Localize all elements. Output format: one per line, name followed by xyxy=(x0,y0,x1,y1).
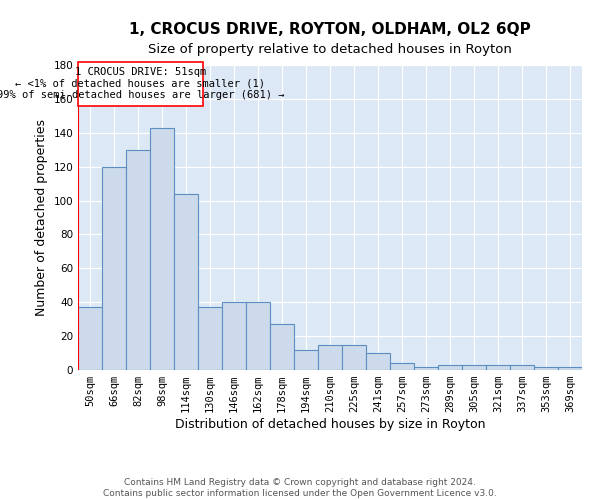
Bar xyxy=(486,365,510,370)
Bar xyxy=(174,194,198,370)
Bar xyxy=(78,308,102,370)
Bar xyxy=(366,353,390,370)
Bar xyxy=(246,302,270,370)
Bar xyxy=(390,363,414,370)
Bar xyxy=(438,365,462,370)
Bar xyxy=(222,302,246,370)
Bar xyxy=(510,365,534,370)
Bar xyxy=(558,366,582,370)
X-axis label: Distribution of detached houses by size in Royton: Distribution of detached houses by size … xyxy=(175,418,485,431)
Text: 1 CROCUS DRIVE: 51sqm
← <1% of detached houses are smaller (1)
99% of semi-detac: 1 CROCUS DRIVE: 51sqm ← <1% of detached … xyxy=(0,67,284,100)
Bar xyxy=(318,344,342,370)
Bar xyxy=(126,150,150,370)
Text: 1, CROCUS DRIVE, ROYTON, OLDHAM, OL2 6QP: 1, CROCUS DRIVE, ROYTON, OLDHAM, OL2 6QP xyxy=(129,22,531,38)
Bar xyxy=(342,344,366,370)
Bar xyxy=(414,366,438,370)
Bar xyxy=(294,350,318,370)
Bar xyxy=(198,308,222,370)
Text: Contains HM Land Registry data © Crown copyright and database right 2024.
Contai: Contains HM Land Registry data © Crown c… xyxy=(103,478,497,498)
Bar xyxy=(102,166,126,370)
Bar xyxy=(534,366,558,370)
Bar xyxy=(270,324,294,370)
Text: Size of property relative to detached houses in Royton: Size of property relative to detached ho… xyxy=(148,42,512,56)
FancyBboxPatch shape xyxy=(78,62,203,106)
Bar xyxy=(150,128,174,370)
Bar xyxy=(462,365,486,370)
Y-axis label: Number of detached properties: Number of detached properties xyxy=(35,119,48,316)
